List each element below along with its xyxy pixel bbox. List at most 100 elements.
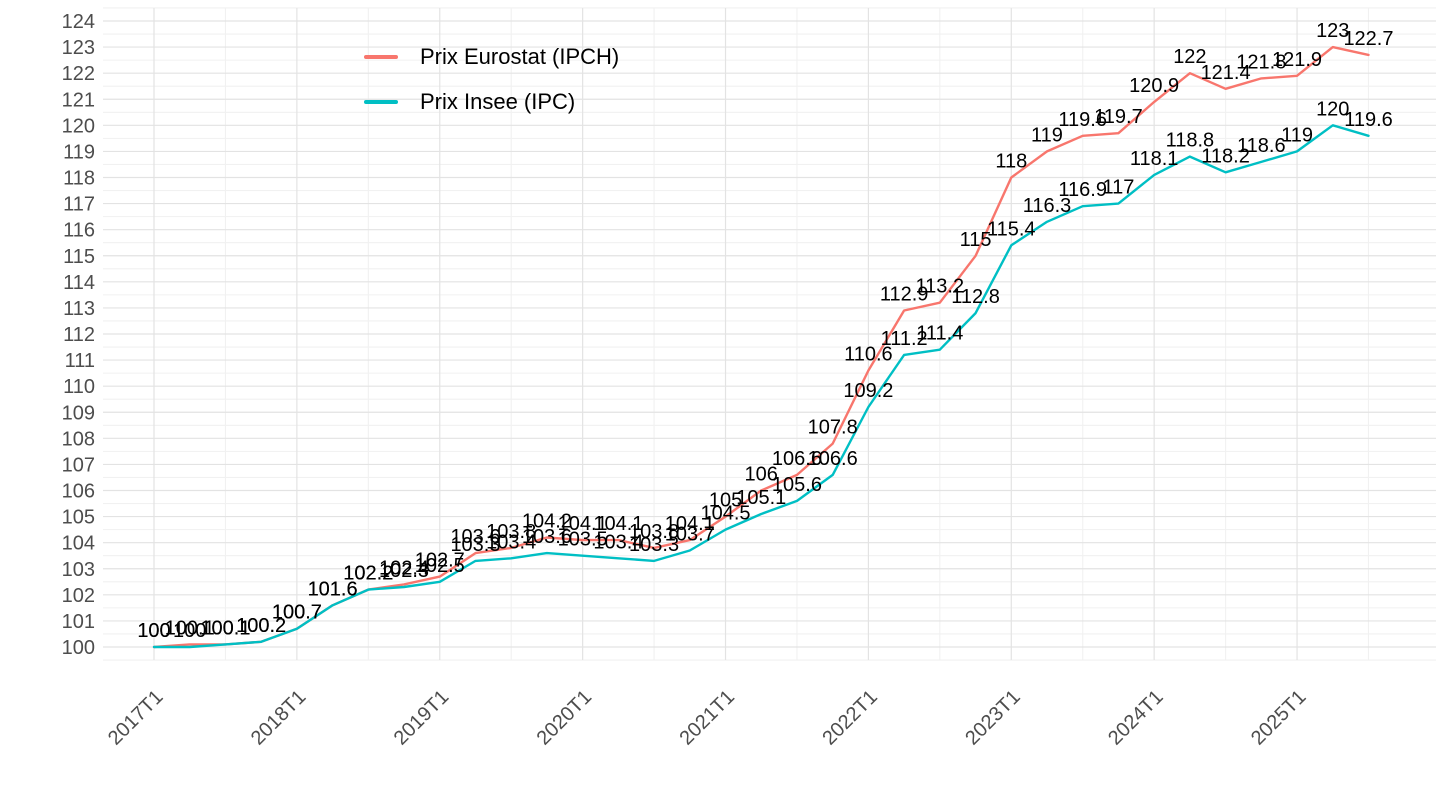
gridlines-minor — [103, 7, 1436, 661]
point-value-label: 122 — [1173, 46, 1206, 68]
y-tick-label: 118 — [63, 168, 95, 190]
point-value-label: 102.2 — [343, 563, 393, 585]
point-value-label: 100.1 — [165, 617, 215, 639]
x-tick-label: 2017T1 — [104, 686, 168, 750]
point-value-label: 100 — [173, 620, 206, 642]
y-tick-label: 120 — [62, 115, 95, 137]
point-value-label: 123 — [1316, 20, 1349, 42]
point-value-label: 100.2 — [236, 615, 286, 637]
point-value-label: 116.9 — [1058, 179, 1107, 201]
chart-legend: Prix Eurostat (IPCH) Prix Insee (IPC) — [364, 42, 619, 117]
point-value-label: 103.4 — [486, 531, 536, 553]
point-value-label: 118 — [995, 151, 1027, 173]
point-value-label: 121.9 — [1272, 49, 1322, 71]
y-tick-label: 115 — [63, 246, 95, 268]
point-value-label: 111.4 — [916, 323, 963, 345]
y-tick-label: 111 — [65, 350, 95, 372]
point-value-label: 100.2 — [236, 615, 286, 637]
y-tick-label: 110 — [63, 376, 95, 398]
point-value-label: 121.8 — [1236, 51, 1286, 73]
point-value-label: 100 — [137, 620, 170, 642]
point-value-label: 103.4 — [593, 531, 643, 553]
point-value-label: 104.1 — [593, 513, 643, 535]
x-axis-labels: 2017T1 2018T1 2019T1 2020T1 2021T1 2022T1 2023… — [104, 686, 1311, 750]
point-value-label: 109.2 — [843, 380, 893, 402]
point-value-label: 101.6 — [308, 578, 358, 600]
legend-line-swatch-insee — [364, 100, 398, 104]
x-tick-label: 2022T1 — [818, 686, 882, 750]
point-value-label: 102.2 — [343, 563, 393, 585]
y-tick-label: 100 — [62, 637, 95, 659]
gridlines-major — [103, 8, 1436, 660]
point-value-label: 119 — [1281, 124, 1313, 146]
x-tick-label: 2023T1 — [961, 686, 1025, 750]
y-tick-label: 104 — [62, 533, 95, 555]
y-axis-labels: 100 101 102 103 104 105 106 107 108 109 110 111 112 1… — [62, 11, 95, 659]
point-value-label: 112.8 — [951, 286, 1000, 308]
y-tick-label: 113 — [63, 298, 95, 320]
point-value-label: 104.1 — [558, 513, 608, 535]
point-value-label: 106.6 — [772, 448, 822, 470]
point-value-label: 103.3 — [450, 534, 500, 556]
y-tick-label: 119 — [63, 141, 95, 163]
point-value-label: 102.5 — [415, 555, 465, 577]
x-tick-label: 2024T1 — [1104, 686, 1168, 750]
legend-label-insee: Prix Insee (IPC) — [420, 89, 576, 114]
point-value-label: 100.1 — [200, 617, 250, 639]
point-value-label: 115 — [960, 229, 992, 251]
y-tick-label: 107 — [62, 454, 95, 476]
point-value-label: 122.7 — [1343, 28, 1393, 50]
x-tick-label: 2025T1 — [1247, 686, 1311, 750]
point-value-label: 113.2 — [916, 276, 965, 298]
point-value-label: 100.1 — [200, 617, 250, 639]
legend-item-eurostat: Prix Eurostat (IPCH) — [364, 42, 619, 72]
legend-label-eurostat: Prix Eurostat (IPCH) — [420, 44, 620, 69]
legend-item-insee: Prix Insee (IPC) — [364, 87, 619, 117]
x-tick-label: 2019T1 — [390, 686, 454, 750]
y-tick-label: 106 — [62, 481, 95, 503]
point-value-label: 116.3 — [1023, 195, 1072, 217]
y-tick-label: 122 — [62, 63, 95, 85]
insee-line — [152, 124, 1370, 649]
point-value-label: 105.1 — [736, 487, 786, 509]
y-tick-label: 112 — [63, 324, 95, 346]
point-value-label: 103.8 — [629, 521, 679, 543]
y-tick-label: 105 — [62, 507, 95, 529]
point-value-label: 103.5 — [558, 529, 608, 551]
point-value-label: 119.7 — [1094, 106, 1143, 128]
point-value-label: 104.2 — [522, 510, 572, 532]
point-value-label: 115.4 — [987, 218, 1036, 240]
point-value-label: 103.8 — [486, 521, 536, 543]
y-tick-label: 101 — [62, 611, 95, 633]
x-tick-label: 2018T1 — [247, 686, 311, 750]
point-value-label: 118.6 — [1237, 135, 1286, 157]
point-value-label: 112.9 — [880, 284, 929, 306]
y-tick-label: 103 — [62, 559, 95, 581]
point-value-label: 102.7 — [415, 550, 465, 572]
point-value-label: 106 — [745, 464, 778, 486]
point-value-label: 118.8 — [1166, 130, 1215, 152]
point-value-label: 119 — [1031, 124, 1063, 146]
y-tick-label: 123 — [62, 37, 95, 59]
y-tick-label: 108 — [62, 428, 95, 450]
point-value-label: 103.6 — [450, 526, 500, 548]
point-value-label: 103.6 — [522, 526, 572, 548]
point-value-label: 100.7 — [272, 602, 322, 624]
y-tick-label: 102 — [62, 585, 95, 607]
point-value-label: 110.6 — [844, 344, 893, 366]
point-value-label: 104.5 — [700, 503, 750, 525]
y-tick-label: 109 — [62, 402, 95, 424]
point-value-label: 119.6 — [1058, 109, 1107, 131]
x-tick-label: 2021T1 — [676, 686, 740, 750]
y-tick-label: 121 — [62, 89, 95, 111]
point-value-label: 121.4 — [1201, 62, 1251, 84]
point-value-label: 111.2 — [881, 328, 928, 350]
point-value-label: 107.8 — [808, 417, 858, 439]
point-value-label: 103.7 — [665, 523, 715, 545]
point-value-label: 102.3 — [379, 560, 429, 582]
legend-line-swatch-eurostat — [364, 55, 398, 59]
point-labels-eurostat: 100100.1100.1100.2100.7101.6102.2102.410… — [137, 20, 1393, 642]
point-value-label: 100 — [137, 620, 170, 642]
